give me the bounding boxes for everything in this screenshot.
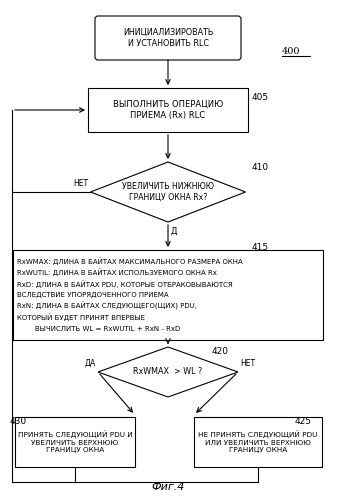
Text: RxWMAX: ДЛИНА В БАЙТАХ МАКСИМАЛЬНОГО РАЗМЕРА ОКНА: RxWMAX: ДЛИНА В БАЙТАХ МАКСИМАЛЬНОГО РАЗ… (17, 258, 243, 265)
Text: RxWUTIL: ДЛИНА В БАЙТАХ ИСПОЛЬЗУЕМОГО ОКНА Rx: RxWUTIL: ДЛИНА В БАЙТАХ ИСПОЛЬЗУЕМОГО ОК… (17, 268, 217, 276)
Text: 405: 405 (252, 92, 269, 102)
FancyBboxPatch shape (95, 16, 241, 60)
Bar (88, 88, 248, 132)
Text: 400: 400 (282, 48, 301, 56)
Bar (13, 250, 323, 340)
Bar (194, 417, 322, 467)
Text: ДА: ДА (85, 359, 96, 368)
Polygon shape (91, 162, 245, 222)
Text: 425: 425 (295, 418, 312, 426)
Text: ИНИЦИАЛИЗИРОВАТЬ
И УСТАНОВИТЬ RLC: ИНИЦИАЛИЗИРОВАТЬ И УСТАНОВИТЬ RLC (123, 28, 213, 48)
Bar (15, 417, 135, 467)
Text: 415: 415 (252, 244, 269, 252)
Text: КОТОРЫЙ БУДЕТ ПРИНЯТ ВПЕРВЫЕ: КОТОРЫЙ БУДЕТ ПРИНЯТ ВПЕРВЫЕ (17, 314, 145, 322)
Polygon shape (98, 347, 238, 397)
Text: ВЫЧИСЛИТЬ WL = RxWUTIL + RxN - RxD: ВЫЧИСЛИТЬ WL = RxWUTIL + RxN - RxD (17, 326, 180, 332)
Text: ВСЛЕДСТВИЕ УПОРЯДОЧЕННОГО ПРИЕМА: ВСЛЕДСТВИЕ УПОРЯДОЧЕННОГО ПРИЕМА (17, 292, 168, 298)
Text: RxD: ДЛИНА В БАЙТАХ PDU, КОТОРЫЕ ОТБРАКОВЫВАЮТСЯ: RxD: ДЛИНА В БАЙТАХ PDU, КОТОРЫЕ ОТБРАКО… (17, 280, 233, 287)
Text: RxN: ДЛИНА В БАЙТАХ СЛЕДУЮЩЕГО(ЩИХ) PDU,: RxN: ДЛИНА В БАЙТАХ СЛЕДУЮЩЕГО(ЩИХ) PDU, (17, 302, 197, 310)
Text: 420: 420 (212, 348, 229, 356)
Text: Д: Д (171, 227, 178, 236)
Text: ВЫПОЛНИТЬ ОПЕРАЦИЮ
ПРИЕМА (Rx) RLC: ВЫПОЛНИТЬ ОПЕРАЦИЮ ПРИЕМА (Rx) RLC (113, 100, 223, 120)
Text: 430: 430 (10, 418, 27, 426)
Text: 410: 410 (252, 164, 269, 172)
Text: ПРИНЯТЬ СЛЕДУЮЩИЙ PDU И
УВЕЛИЧИТЬ ВЕРХНЮЮ
ГРАНИЦУ ОКНА: ПРИНЯТЬ СЛЕДУЮЩИЙ PDU И УВЕЛИЧИТЬ ВЕРХНЮ… (18, 430, 132, 454)
Text: УВЕЛИЧИТЬ НИЖНЮЮ
ГРАНИЦУ ОКНА Rx?: УВЕЛИЧИТЬ НИЖНЮЮ ГРАНИЦУ ОКНА Rx? (122, 182, 214, 202)
Text: RxWMAX  > WL ?: RxWMAX > WL ? (133, 368, 203, 376)
Text: НЕ ПРИНЯТЬ СЛЕДУЮЩИЙ PDU
ИЛИ УВЕЛИЧИТЬ ВЕРХНЮЮ
ГРАНИЦУ ОКНА: НЕ ПРИНЯТЬ СЛЕДУЮЩИЙ PDU ИЛИ УВЕЛИЧИТЬ В… (198, 430, 318, 454)
Text: НЕТ: НЕТ (73, 179, 89, 188)
Text: НЕТ: НЕТ (240, 359, 255, 368)
Text: Фиг.4: Фиг.4 (151, 482, 185, 492)
